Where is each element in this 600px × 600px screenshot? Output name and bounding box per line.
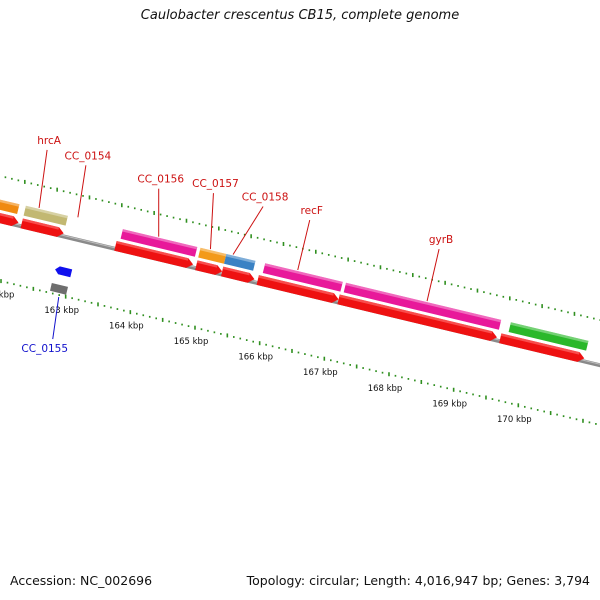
forward-gene-arrow: [20, 218, 64, 237]
reverse-gene-arrow: [55, 266, 73, 278]
cog-feature-shine: [0, 199, 20, 207]
label-leader-line: [232, 206, 264, 255]
reverse-feature-block: [50, 283, 68, 295]
kbp-label: 162 kbp: [0, 291, 14, 301]
forward-gene-arrow: [114, 241, 194, 268]
forward-gene-shine: [500, 333, 580, 355]
gene-label-cc0155: CC_0155: [21, 343, 68, 355]
kbp-label: 167 kbp: [303, 368, 338, 378]
cog-feature-block: [0, 199, 20, 214]
gene-label-cc0157: CC_0157: [192, 178, 239, 190]
forward-gene-shine: [116, 241, 189, 261]
gene-label-cc0156: CC_0156: [137, 174, 184, 186]
cog-feature-block: [23, 205, 68, 226]
label-leader-line: [426, 248, 440, 302]
kbp-label: 169 kbp: [432, 399, 467, 409]
kbp-label: 166 kbp: [238, 353, 273, 363]
cog-feature-shine: [510, 322, 589, 344]
forward-gene-shine: [196, 260, 218, 268]
forward-gene-arrow: [499, 333, 585, 362]
genome-summary-text: Topology: circular; Length: 4,016,947 bp…: [246, 573, 590, 588]
forward-gene-arrow: [195, 260, 223, 275]
cog-feature-block: [198, 247, 227, 264]
cog-feature-block: [120, 229, 198, 257]
gene-label-recF: recF: [301, 205, 323, 217]
cog-feature-shine: [199, 247, 227, 257]
forward-gene-shine: [222, 266, 250, 276]
forward-gene-shine: [0, 212, 14, 219]
gene-label-cc0158: CC_0158: [242, 192, 289, 204]
cog-feature-block: [224, 254, 256, 271]
label-leader-line: [297, 219, 311, 271]
gene-label-hrcA: hrcA: [37, 135, 62, 147]
cog-feature-block: [508, 322, 589, 351]
kbp-label: 170 kbp: [497, 415, 532, 425]
map-title: Caulobacter crescentus CB15, complete ge…: [140, 8, 460, 23]
accession-text: Accession: NC_002696: [10, 573, 153, 588]
gene-label-gyrB: gyrB: [429, 234, 453, 246]
forward-gene-shine: [339, 294, 493, 334]
cog-feature-shine: [345, 282, 502, 323]
cog-feature-block: [343, 282, 502, 330]
label-leader-line: [77, 165, 87, 218]
gene-label-cc0154: CC_0154: [65, 150, 112, 162]
cog-feature-shine: [225, 254, 256, 264]
cog-feature-block: [262, 263, 343, 292]
kbp-label: 168 kbp: [368, 384, 403, 394]
forward-gene-shine: [258, 275, 334, 296]
cog-feature-shine: [264, 263, 343, 285]
forward-gene-arrow: [221, 266, 255, 283]
label-leader-line: [52, 296, 60, 340]
forward-gene-shine: [22, 218, 60, 230]
cog-feature-shine: [122, 229, 198, 250]
label-leader-line: [209, 193, 214, 250]
label-leader-line: [38, 149, 48, 209]
kbp-label: 165 kbp: [174, 337, 209, 347]
kbp-label: 163 kbp: [44, 306, 79, 316]
kbp-label: 164 kbp: [109, 322, 144, 332]
cog-feature-shine: [25, 205, 68, 219]
